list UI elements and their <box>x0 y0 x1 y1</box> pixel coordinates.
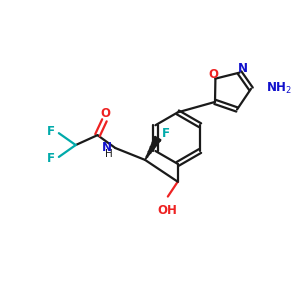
Text: F: F <box>47 125 55 138</box>
Text: H: H <box>105 149 112 159</box>
Text: OH: OH <box>157 205 177 218</box>
Text: F: F <box>47 152 55 165</box>
Text: NH$_2$: NH$_2$ <box>266 81 292 96</box>
Text: O: O <box>100 107 110 120</box>
Text: O: O <box>208 68 218 81</box>
Text: N: N <box>238 62 248 75</box>
Polygon shape <box>145 136 161 160</box>
Text: N: N <box>102 140 112 154</box>
Text: F: F <box>162 127 170 140</box>
